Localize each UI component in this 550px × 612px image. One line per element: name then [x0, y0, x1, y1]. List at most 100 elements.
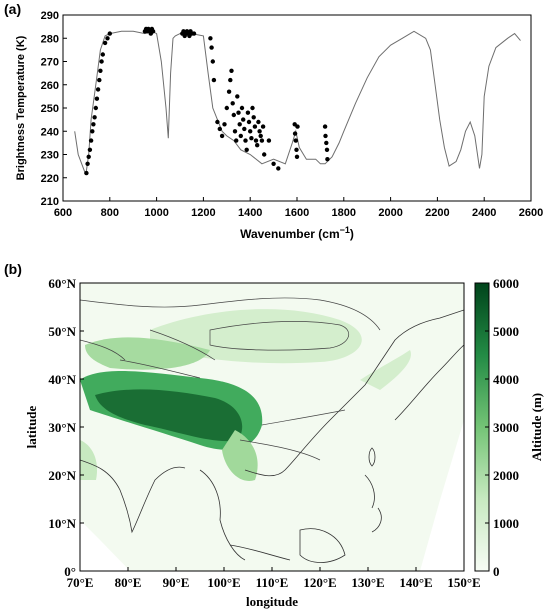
borders-central-asia [80, 299, 216, 379]
channel-point [249, 136, 254, 141]
y-tick-label: 210 [41, 196, 59, 208]
longitude-tick-label: 80°E [115, 575, 142, 590]
channel-point [224, 105, 229, 111]
channel-point [92, 115, 97, 120]
channel-point [234, 138, 239, 143]
longitude-tick-label: 120°E [303, 575, 336, 590]
channel-point [210, 59, 215, 64]
latitude-tick-label: 0° [64, 564, 76, 579]
channel-point [259, 138, 265, 143]
channel-point [252, 124, 258, 129]
map-longitude-ticks: 70°E 80°E 90°E 100°E 110°E 120°E 130°E 140°E 150… [67, 567, 481, 590]
y-tick-label: 220 [41, 173, 59, 185]
latitude-tick-label: 10°N [48, 516, 76, 531]
channel-point [293, 138, 298, 143]
latitude-tick-label: 40°N [48, 372, 76, 387]
borders-mongolia [209, 321, 350, 351]
channel-point [150, 29, 156, 34]
terrain-iran [80, 440, 98, 480]
panel-a-x-ticks: 600 800 1000 1200 1400 1600 1800 2000 2200 2400 26… [54, 197, 543, 219]
terrain-yunnan [222, 430, 258, 481]
y-tick-label: 270 [41, 57, 59, 69]
channel-point [257, 129, 262, 134]
latitude-tick-label: 50°N [48, 324, 76, 339]
panel-a-x-axis-label: Wavenumber (cm−1) [240, 225, 354, 241]
channel-point [294, 147, 299, 152]
latitude-tick-label: 60°N [48, 276, 76, 291]
channel-point [235, 94, 240, 99]
borders-china [199, 297, 381, 461]
longitude-tick-label: 110°E [256, 575, 289, 590]
y-tick-label: 260 [41, 80, 59, 92]
channel-point [251, 115, 256, 120]
longitude-tick-label: 140°E [399, 575, 432, 590]
colorbar-ticks: 0 1000 2000 3000 4000 5000 6000 [485, 276, 519, 579]
y-tick-label: 280 [41, 33, 59, 45]
x-tick-label: 600 [54, 207, 72, 219]
channel-point [100, 52, 106, 57]
channel-point [322, 124, 328, 129]
channel-point [231, 112, 236, 118]
latitude-tick-label: 30°N [48, 420, 76, 435]
x-tick-label: 1600 [285, 207, 309, 219]
channel-point [243, 138, 248, 143]
colorbar-label: Altitude (m) [529, 393, 544, 461]
coastline-japan [394, 344, 464, 421]
panel-a-label: (a) [4, 1, 21, 17]
channel-point [242, 126, 247, 132]
y-tick-label: 240 [41, 126, 59, 138]
x-tick-label: 2200 [425, 207, 449, 219]
panel-b-label: (b) [4, 261, 22, 277]
channel-point [294, 154, 300, 159]
channel-point [262, 152, 267, 157]
channel-point [91, 122, 96, 127]
channel-point [230, 101, 235, 106]
channel-point [209, 45, 214, 50]
channel-point [86, 154, 91, 159]
channel-point [238, 133, 243, 139]
x-tick-label: 2400 [472, 207, 496, 219]
colorbar-tick-label: 2000 [493, 468, 519, 483]
y-tick-label: 290 [41, 10, 59, 22]
colorbar-tick-label: 4000 [493, 372, 519, 387]
channel-point [276, 166, 281, 171]
channel-point [248, 129, 253, 134]
channel-point [191, 31, 197, 36]
y-tick-label: 230 [41, 150, 59, 162]
panel-a-y-ticks: 210 220 230 240 250 260 270 280 290 [41, 10, 67, 208]
channel-point [236, 110, 241, 115]
colorbar-tick-label: 5000 [493, 324, 519, 339]
channel-point [324, 147, 330, 152]
map-nodata-southwest [80, 520, 130, 571]
channel-point [325, 157, 330, 162]
channel-point [85, 161, 90, 166]
channel-point [323, 133, 328, 139]
channel-point [260, 124, 266, 129]
elevation-map [80, 283, 464, 571]
colorbar-tick-label: 1000 [493, 516, 519, 531]
channel-point [88, 138, 94, 143]
channel-point [98, 68, 103, 74]
channel-point [211, 77, 217, 83]
channel-point [219, 133, 225, 139]
map-latitude-ticks: 0° 10°N 20°N 30°N 40°N 50°N 60°N [48, 276, 84, 579]
x-tick-label: 1200 [191, 207, 215, 219]
panel-a-y-axis-label: Brightness Temperature (K) [15, 35, 27, 180]
coastline-southeast-asia [199, 384, 366, 561]
coastline-china-east [364, 309, 464, 386]
x-tick-label: 1800 [332, 207, 356, 219]
channel-point [228, 77, 233, 83]
channel-point [239, 105, 245, 111]
channel-point [93, 105, 99, 111]
channel-point [97, 77, 102, 83]
channel-point [95, 87, 101, 92]
channel-point [94, 96, 100, 101]
map-y-axis-label: latitude [24, 405, 39, 448]
channel-point [84, 170, 89, 176]
channel-point [250, 105, 255, 111]
coastline-philippines [364, 474, 382, 533]
channel-point [256, 119, 261, 125]
terrain-tarim-rim [85, 337, 210, 370]
channel-point [246, 119, 252, 125]
